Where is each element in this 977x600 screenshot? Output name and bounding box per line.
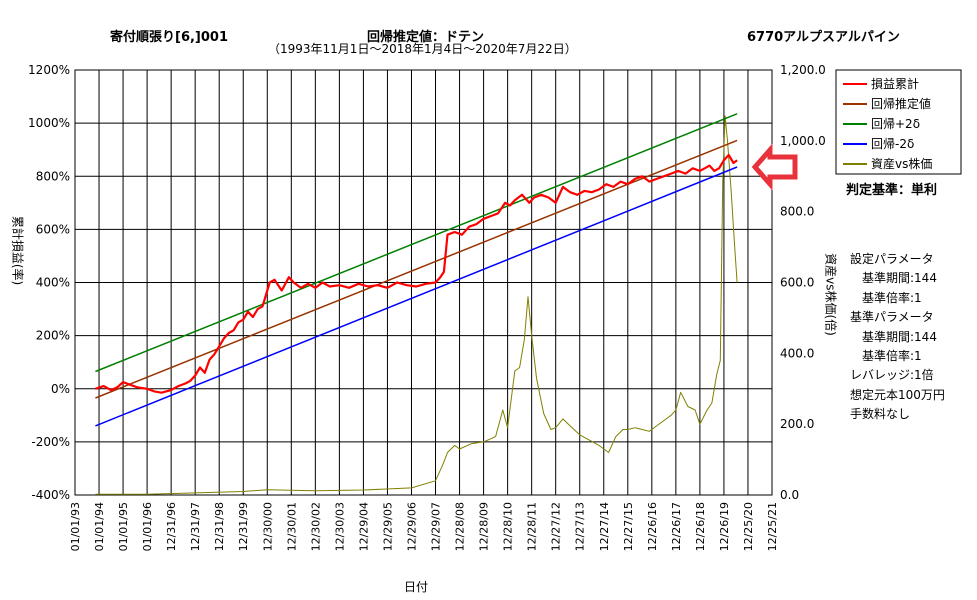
legend-entry: 損益累計 (871, 76, 919, 91)
x-tick-label: 01/01/95 (117, 502, 130, 551)
x-tick-label: 12/29/07 (430, 502, 443, 551)
stock-title: 6770アルプスアルパイン (747, 30, 900, 45)
param-line: レバレッジ:1倍 (850, 368, 934, 383)
x-tick-label: 12/30/01 (285, 502, 298, 551)
legend-box (835, 69, 962, 175)
y-tick-label: 1200% (28, 63, 70, 77)
x-tick-label: 12/26/16 (646, 502, 659, 551)
y2-tick-label: 1,000.0 (780, 134, 826, 148)
series-line-1 (95, 139, 738, 399)
x-tick-label: 12/31/96 (165, 502, 178, 551)
right-axis-ticks: 0.0 200.0 400.0 600.0 800.0 1,000.0 1,200.0 (780, 63, 826, 502)
series-line-2 (95, 113, 738, 373)
param-line: 基準倍率:1 (850, 290, 922, 305)
x-tick-label: 01/01/93 (69, 502, 82, 551)
x-tick-label: 01/01/94 (93, 502, 106, 551)
x-axis-ticks: 01/01/93 01/01/94 01/01/95 01/01/96 12/31/96… (69, 502, 779, 551)
legend-entry: 回帰推定値 (871, 96, 931, 111)
x-tick-label: 12/28/10 (502, 502, 515, 551)
left-axis-ticks: -400% -200% 0% 200% 400% 600% 800% 1000% 1200% (28, 63, 70, 502)
series-line-4 (95, 115, 738, 495)
method-title: 回帰推定値：ドテン (367, 30, 485, 45)
y-tick-label: 600% (36, 222, 70, 236)
y2-tick-label: 400.0 (780, 346, 814, 360)
x-tick-label: 12/31/99 (237, 502, 250, 551)
y2-axis-label: 資産vs株価(倍) (823, 253, 838, 336)
x-tick-label: 12/27/12 (550, 502, 563, 551)
param-line: 基準倍率:1 (850, 349, 922, 364)
x-tick-label: 12/28/08 (454, 502, 467, 551)
y-tick-label: -400% (31, 488, 70, 502)
judge-label: 判定基準：単利 (846, 183, 938, 198)
y-tick-label: 0% (51, 382, 70, 396)
parameter-list: 設定パラメータ 基準期間:144 基準倍率:1 基準パラメータ 基準期間:144… (850, 250, 945, 425)
y2-tick-label: 800.0 (780, 205, 814, 219)
strategy-title: 寄付順張り[6,]001 (110, 30, 229, 45)
legend-entry: 資産vs株価 (871, 156, 932, 171)
period-subtitle: （1993年11月1日～2018年1月4日～2020年7月22日） (268, 42, 577, 56)
x-tick-label: 12/26/18 (694, 502, 707, 551)
x-tick-label: 12/29/04 (357, 502, 370, 551)
y2-tick-label: 0.0 (780, 488, 799, 502)
x-tick-label: 12/25/20 (742, 502, 755, 551)
series-line-3 (95, 166, 738, 427)
y2-tick-label: 1,200.0 (780, 63, 826, 77)
series-line-0 (95, 153, 738, 394)
y-tick-label: 200% (36, 329, 70, 343)
legend-entry: 回帰-2δ (871, 137, 914, 151)
x-tick-label: 12/26/17 (670, 502, 683, 551)
series-layer (95, 113, 738, 495)
x-tick-label: 12/31/97 (189, 502, 202, 551)
x-tick-label: 12/29/06 (405, 502, 418, 551)
y-tick-label: 800% (36, 169, 70, 183)
param-line: 基準期間:144 (850, 329, 937, 344)
x-tick-label: 12/30/02 (309, 502, 322, 551)
param-line: 設定パラメータ (850, 252, 934, 266)
y-tick-label: 400% (36, 276, 70, 290)
legend-entry: 回帰+2δ (871, 117, 920, 131)
y-axis-label: 累計損益(率) (10, 215, 25, 286)
x-tick-label: 12/28/09 (478, 502, 491, 551)
x-tick-label: 01/01/96 (141, 502, 154, 551)
x-tick-label: 12/26/19 (718, 502, 731, 551)
x-tick-label: 12/30/03 (333, 502, 346, 551)
y2-tick-label: 200.0 (780, 417, 814, 431)
chart-grid (74, 69, 773, 496)
param-line: 基準期間:144 (850, 271, 937, 286)
x-tick-label: 12/27/14 (598, 502, 611, 551)
y-tick-label: -200% (31, 435, 70, 449)
x-tick-label: 12/28/11 (526, 502, 539, 551)
param-line: 手数料なし (850, 407, 911, 422)
x-tick-label: 12/27/15 (622, 502, 635, 551)
x-tick-label: 12/29/05 (381, 502, 394, 551)
x-tick-label: 12/27/13 (574, 502, 587, 551)
x-tick-label: 12/25/21 (766, 502, 779, 551)
y-tick-label: 1000% (28, 116, 70, 130)
plot-area (74, 69, 773, 496)
x-tick-label: 12/30/00 (261, 502, 274, 551)
x-tick-label: 12/31/98 (213, 502, 226, 551)
param-line: 想定元本100万円 (850, 387, 945, 402)
pointer-arrow-icon (751, 143, 798, 191)
param-line: 基準パラメータ (850, 310, 934, 325)
x-axis-label: 日付 (404, 580, 429, 594)
y2-tick-label: 600.0 (780, 276, 814, 290)
